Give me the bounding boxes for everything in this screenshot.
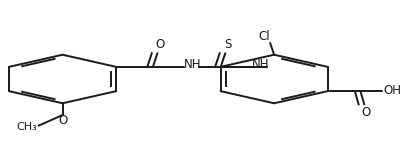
Text: Cl: Cl (258, 30, 270, 43)
Text: NH: NH (252, 58, 269, 70)
Text: O: O (155, 38, 164, 52)
Text: S: S (224, 38, 231, 52)
Text: O: O (58, 114, 67, 127)
Text: OH: OH (384, 84, 402, 97)
Text: O: O (362, 106, 371, 119)
Text: CH₃: CH₃ (16, 122, 37, 132)
Text: NH: NH (184, 58, 202, 70)
